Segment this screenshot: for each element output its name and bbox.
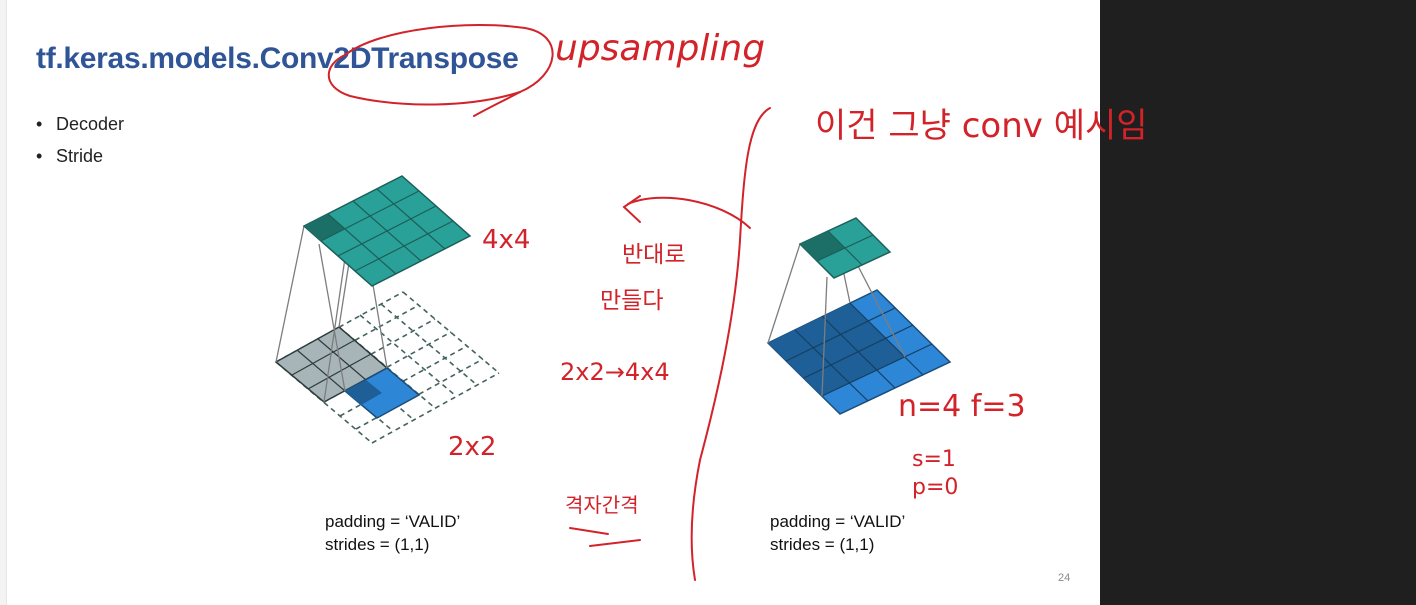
- circle-tail: [473, 91, 521, 117]
- right-caption-padding: padding = ‘VALID’: [770, 512, 906, 531]
- handwritten-text: upsampling 이건 그냥 conv 예시임 4x4 2x2 반대로 만들…: [448, 28, 1148, 517]
- slide: tf.keras.models.Conv2DTranspose • Decoder…: [0, 0, 1100, 605]
- bullet-item: • Stride: [36, 144, 124, 176]
- conv-diagram: [766, 217, 952, 415]
- arrow-annotation: [627, 196, 751, 229]
- divider-stroke: [690, 107, 771, 581]
- bullet-label: Stride: [56, 146, 104, 166]
- circle-annotation: [327, 24, 554, 106]
- bullet-label: Decoder: [56, 114, 125, 134]
- underline-stroke: [569, 527, 609, 535]
- reverse-note-line2: 만들다: [600, 288, 663, 314]
- size-2x2-note: 2x2: [448, 432, 496, 462]
- upsampling-note: upsampling: [555, 28, 765, 69]
- bullet-dot-icon: •: [36, 146, 43, 166]
- transpose-conv-diagram: [274, 175, 500, 444]
- bullet-dot-icon: •: [36, 114, 43, 134]
- reverse-note-line1: 반대로: [622, 242, 685, 268]
- formula-p: p=0: [912, 475, 958, 500]
- bullet-item: • Decoder: [36, 112, 124, 144]
- formula-n-f: n=4 f=3: [898, 389, 1026, 424]
- right-caption-strides: strides = (1,1): [770, 535, 875, 554]
- left-caption-strides: strides = (1,1): [325, 535, 430, 554]
- slide-edge: [0, 0, 7, 605]
- size-4x4-note: 4x4: [482, 225, 530, 255]
- formula-s: s=1: [912, 447, 956, 472]
- left-caption: padding = ‘VALID’ strides = (1,1): [325, 510, 460, 556]
- right-caption: padding = ‘VALID’ strides = (1,1): [770, 510, 905, 556]
- dark-side-panel: [1100, 0, 1416, 605]
- grid-interval-note: 격자간격: [565, 493, 639, 517]
- slide-title: tf.keras.models.Conv2DTranspose: [36, 42, 519, 75]
- conv-example-note: 이건 그냥 conv 예시임: [815, 106, 1148, 146]
- left-caption-padding: padding = ‘VALID’: [325, 512, 461, 531]
- handwritten-annotations: [327, 24, 771, 581]
- mapping-note: 2x2→4x4: [560, 358, 670, 386]
- page-number: 24: [1058, 572, 1071, 584]
- bullet-list: • Decoder • Stride: [36, 112, 124, 176]
